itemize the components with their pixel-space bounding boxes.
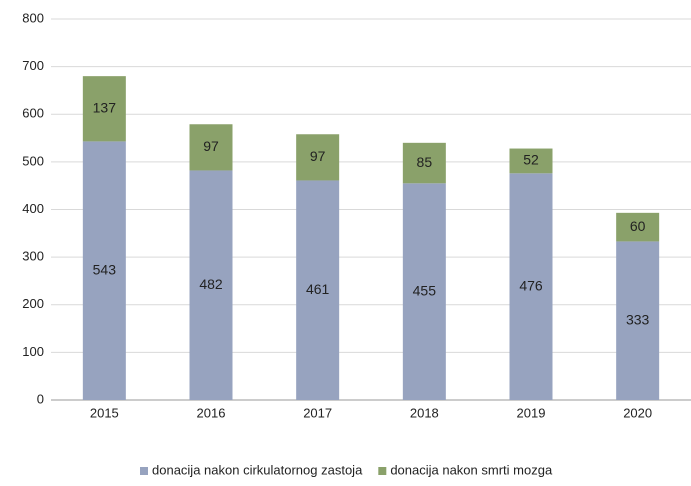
y-tick-label: 400 — [22, 201, 44, 216]
legend-label: donacija nakon cirkulatornog zastoja — [152, 462, 363, 477]
value-label: 60 — [630, 218, 646, 234]
bar-segment — [616, 212, 660, 242]
x-tick-label: 2018 — [410, 405, 439, 420]
value-label: 482 — [199, 276, 223, 292]
x-tick-label: 2019 — [517, 405, 546, 420]
value-label: 97 — [310, 148, 326, 164]
value-label: 52 — [523, 152, 539, 168]
bar-segment — [616, 241, 660, 400]
legend-label: donacija nakon smrti mozga — [390, 462, 553, 477]
y-tick-label: 100 — [22, 344, 44, 359]
value-label: 333 — [626, 311, 650, 327]
y-tick-label: 0 — [37, 391, 44, 406]
x-tick-label: 2016 — [197, 405, 226, 420]
x-tick-label: 2015 — [90, 405, 119, 420]
bar-segment — [509, 148, 553, 174]
value-label: 543 — [93, 261, 117, 277]
bar-segment — [189, 124, 233, 171]
bar-segment — [509, 173, 553, 400]
value-label: 137 — [93, 99, 117, 115]
legend-swatch — [378, 467, 387, 475]
bar-segment — [82, 141, 126, 401]
legend-swatch — [140, 467, 148, 475]
bar-segment — [402, 142, 446, 184]
y-tick-label: 300 — [22, 249, 44, 264]
value-label: 455 — [413, 282, 437, 298]
bar-segment — [402, 183, 446, 400]
bar-segment — [296, 180, 340, 400]
x-tick-label: 2020 — [623, 405, 652, 420]
bar-segment — [189, 170, 233, 400]
y-tick-label: 600 — [22, 106, 44, 121]
y-tick-label: 500 — [22, 153, 44, 168]
value-label: 476 — [519, 277, 543, 293]
value-label: 85 — [417, 154, 433, 170]
x-tick-label: 2017 — [303, 405, 332, 420]
y-tick-label: 200 — [22, 296, 44, 311]
bar-segment — [296, 134, 340, 181]
value-label: 97 — [203, 138, 219, 154]
bar-segment — [82, 76, 126, 142]
y-tick-label: 700 — [22, 58, 44, 73]
value-label: 461 — [306, 281, 330, 297]
y-tick-label: 800 — [22, 10, 44, 25]
